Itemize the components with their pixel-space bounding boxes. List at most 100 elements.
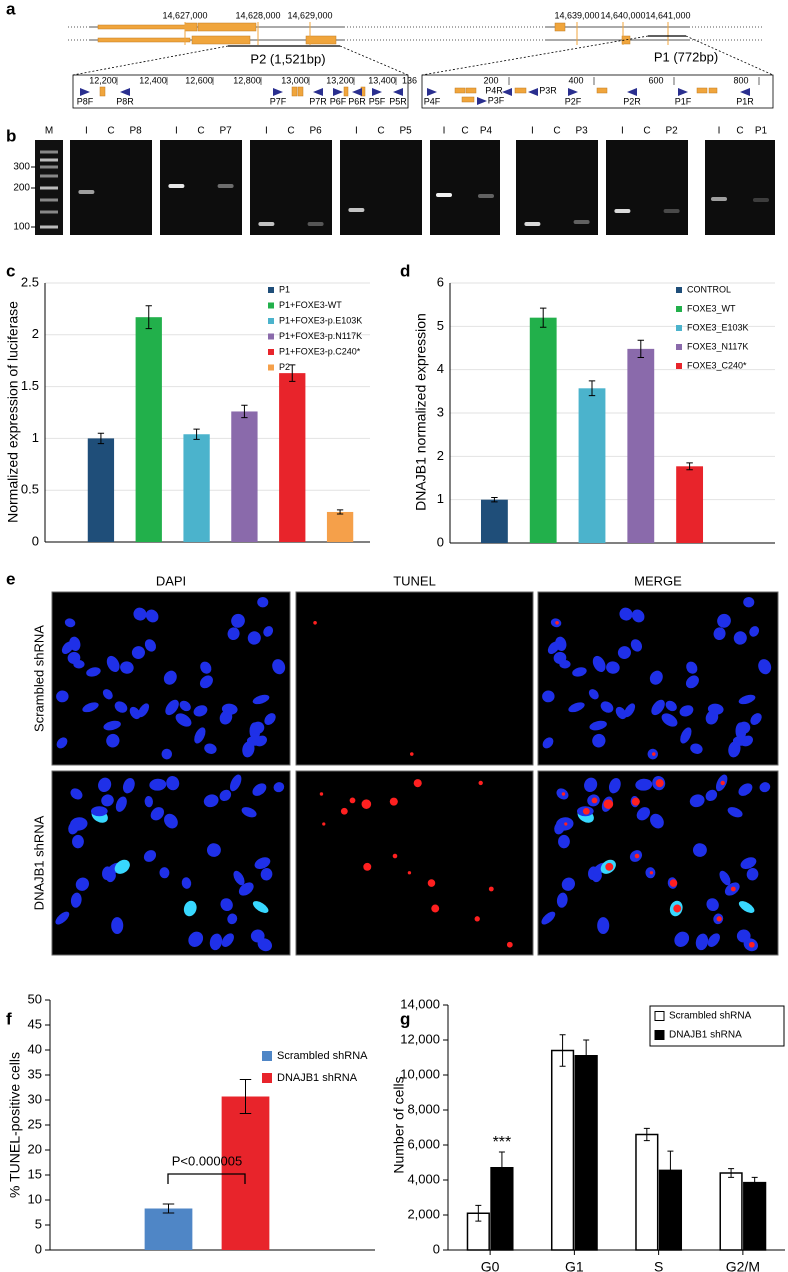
zoom-exon [99, 86, 106, 97]
legend-swatch [676, 287, 682, 293]
lane-label: I [355, 126, 358, 137]
gel-band [478, 194, 494, 198]
lane-label: C [377, 126, 384, 137]
x-tick-label: G0 [481, 1259, 500, 1272]
tunel-signal [389, 797, 398, 806]
nucleus [159, 867, 170, 879]
bar [279, 373, 306, 542]
nucleus [680, 727, 692, 744]
nucleus [617, 646, 631, 659]
tunel-signal [730, 886, 736, 892]
panel-label: f [6, 1009, 12, 1028]
nucleus [229, 774, 242, 792]
nucleus [129, 706, 141, 720]
nucleus [199, 675, 213, 689]
nucleus [264, 713, 276, 725]
marker-size: 200 [13, 183, 30, 194]
nucleus [624, 703, 636, 718]
nucleus [221, 703, 238, 715]
primer-arrow [427, 88, 437, 96]
nucleus [220, 898, 233, 912]
y-tick-label: 0 [437, 534, 444, 549]
zoom-tick: 800 [733, 75, 748, 85]
gel-band [348, 208, 365, 212]
marker-size: 100 [13, 222, 30, 233]
legend-label: P1+FOXE3-WT [279, 300, 342, 310]
error-bar [588, 380, 596, 397]
panel-label: g [400, 1009, 410, 1028]
zoom-exon [514, 87, 527, 94]
bar [550, 1049, 575, 1251]
gel [340, 140, 422, 235]
nucleus [707, 703, 724, 715]
tunel-signal [361, 799, 372, 809]
nucleus [55, 911, 70, 925]
nucleus [143, 850, 157, 862]
nucleus [138, 703, 150, 718]
nucleus [707, 933, 720, 947]
nucleus [219, 789, 232, 802]
exon [305, 35, 337, 45]
primer-label: P8R [116, 96, 134, 106]
marker-band [40, 225, 58, 229]
y-tick-label: 0.5 [21, 482, 39, 497]
tunel-signal [651, 752, 656, 756]
nucleus [114, 701, 128, 713]
nucleus [86, 667, 101, 677]
nucleus [111, 917, 124, 935]
nucleus [738, 901, 755, 913]
nucleus [542, 737, 554, 749]
nucleus [193, 705, 208, 717]
nucleus [615, 706, 627, 720]
primer-arrow [740, 88, 750, 96]
bar [635, 1133, 659, 1251]
lane-label: P8 [129, 126, 142, 137]
nucleus [247, 631, 261, 645]
nucleus [689, 794, 705, 808]
tunel-signal [748, 941, 755, 948]
tunel-signal [409, 752, 414, 756]
legend-label: P2 [279, 362, 290, 372]
bar [221, 1096, 270, 1250]
legend-swatch [262, 1051, 272, 1061]
nucleus [64, 618, 76, 628]
bar [183, 434, 210, 542]
lane-label: I [718, 126, 721, 137]
error-bar [289, 364, 296, 382]
legend-label: CONTROL [687, 284, 731, 294]
annotation: *** [493, 1134, 512, 1151]
lane-label: C [736, 126, 743, 137]
nucleus [122, 777, 135, 794]
tile-label: ii [302, 594, 307, 608]
error-bar [491, 497, 498, 503]
bar [578, 388, 606, 543]
micrograph [295, 770, 534, 956]
error-bar [751, 1176, 758, 1189]
lane-label: M [45, 126, 53, 137]
coordinate-label: 14,629,000 [287, 10, 332, 20]
primer-arrow [568, 88, 578, 96]
gel [250, 140, 332, 235]
tunel-signal [427, 879, 436, 887]
nucleus [606, 661, 620, 674]
nucleus [133, 607, 147, 621]
tunel-signal [649, 871, 654, 875]
tunel-signal [506, 941, 513, 948]
nucleus [131, 646, 145, 659]
nucleus [749, 626, 760, 637]
gel [430, 140, 500, 235]
y-tick-label: 2 [32, 326, 39, 341]
nucleus [75, 877, 90, 891]
exon [554, 22, 566, 32]
nucleus [636, 807, 651, 821]
coordinate-label: 14,628,000 [235, 10, 280, 20]
y-tick-label: 6 [437, 274, 444, 289]
bar [574, 1055, 598, 1251]
lane-label: P6 [309, 126, 322, 137]
nucleus [227, 627, 240, 641]
bar [144, 1208, 193, 1250]
marker-band [40, 198, 58, 202]
micrograph [51, 770, 291, 956]
nucleus [188, 931, 204, 947]
panel-label: c [6, 261, 15, 280]
